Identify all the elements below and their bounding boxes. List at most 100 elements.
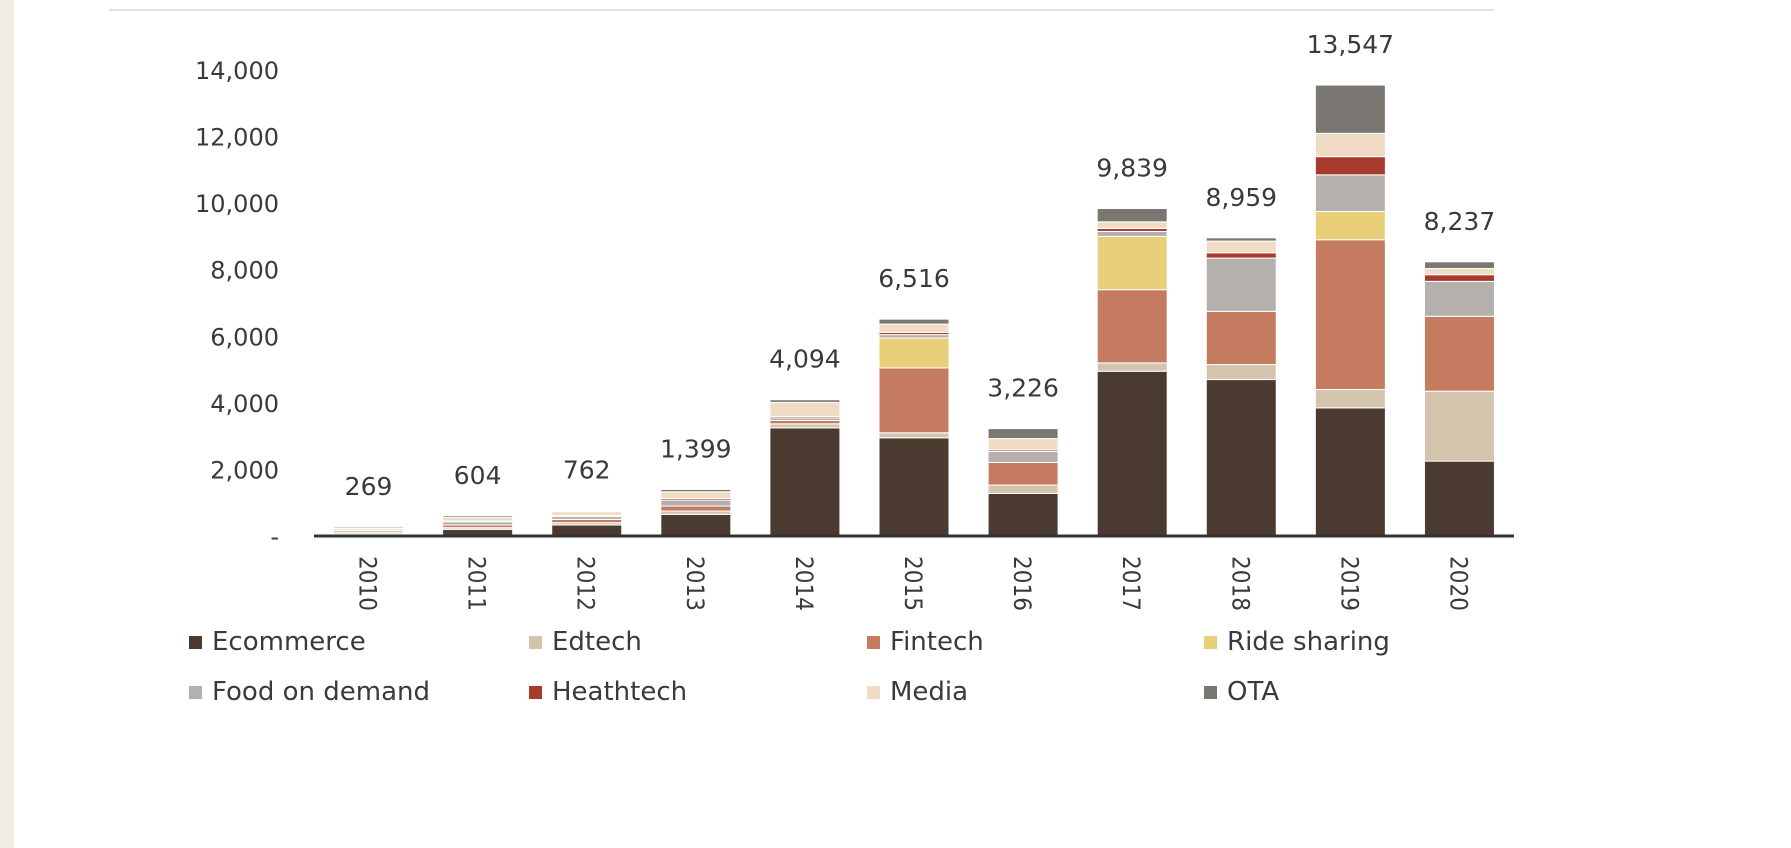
- bar-segment: [1423, 280, 1495, 317]
- bar-segment: [1314, 174, 1386, 212]
- legend-label: Ride sharing: [1227, 627, 1390, 657]
- bar-segment: [1096, 289, 1168, 364]
- legend-label: Ecommerce: [212, 627, 366, 657]
- bar-segment: [1096, 235, 1168, 291]
- bar-segment: [878, 367, 950, 434]
- y-tick-label: 4,000: [210, 390, 279, 418]
- legend-swatch: [529, 686, 542, 699]
- bar-segment: [1314, 389, 1386, 409]
- legend-swatch: [1204, 636, 1217, 649]
- bar-segment: [660, 488, 732, 493]
- x-tick-label: 2018: [1226, 556, 1254, 611]
- x-tick-label: 2012: [572, 556, 600, 611]
- legend-label: Food on demand: [212, 677, 430, 707]
- legend-label: Edtech: [552, 627, 642, 657]
- bar-segment: [769, 423, 841, 429]
- bar-segment: [333, 526, 405, 529]
- bar-total-label: 13,547: [1307, 30, 1394, 59]
- bar-segment: [769, 399, 841, 403]
- legend-label: Fintech: [890, 627, 984, 657]
- bar-segment: [1423, 315, 1495, 392]
- bar-segment: [1314, 132, 1386, 158]
- bar-segment: [1205, 364, 1277, 381]
- bar-segment: [987, 450, 1059, 463]
- bar-total-label: 3,226: [987, 374, 1059, 403]
- bar-segment: [1423, 261, 1495, 269]
- y-tick-label: 8,000: [210, 257, 279, 285]
- y-tick-label: 14,000: [195, 57, 279, 85]
- bar-segment: [551, 511, 623, 517]
- bars: [333, 84, 1495, 537]
- bar-segment: [1423, 390, 1495, 462]
- y-tick-label: 6,000: [210, 323, 279, 351]
- bar-segment: [878, 337, 950, 369]
- bar-segment: [1205, 252, 1277, 259]
- legend-swatch: [1204, 686, 1217, 699]
- bar-total-label: 762: [563, 456, 611, 485]
- bar-segment: [1423, 460, 1495, 537]
- legend-swatch: [867, 636, 880, 649]
- x-tick-label: 2019: [1335, 556, 1363, 611]
- y-tick-label: -: [270, 523, 279, 551]
- bar-segment: [987, 438, 1059, 451]
- bar-segment: [1096, 221, 1168, 229]
- bar-segment: [1205, 240, 1277, 254]
- bar-segment: [660, 505, 732, 512]
- y-tick-label: 10,000: [195, 190, 279, 218]
- bar-segment: [1423, 267, 1495, 276]
- legend-swatch: [189, 686, 202, 699]
- legend-item: Heathtech: [529, 677, 687, 707]
- y-axis-ticks: - 2,000 4,000 6,000 8,000 10,000 12,000 14,000: [195, 57, 279, 551]
- x-tick-label: 2013: [681, 556, 709, 611]
- bar-total-label: 6,516: [878, 264, 950, 293]
- x-tick-label: 2015: [899, 556, 927, 611]
- x-tick-label: 2017: [1117, 556, 1145, 611]
- legend-item: Food on demand: [189, 677, 430, 707]
- bar-segment: [878, 432, 950, 439]
- stacked-bar-chart: -2,0004,0006,0008,00010,00012,00014,000 …: [109, 9, 1514, 707]
- bar-segment: [442, 517, 514, 522]
- bar-segment: [1314, 156, 1386, 176]
- x-tick-label: 2020: [1444, 556, 1472, 611]
- bar-segment: [769, 401, 841, 417]
- legend-item: Ride sharing: [1204, 627, 1390, 657]
- bar-segment: [987, 484, 1059, 494]
- bar-segment: [987, 492, 1059, 537]
- legend-swatch: [189, 636, 202, 649]
- bar-total-label: 8,237: [1424, 207, 1496, 236]
- bar-segment: [660, 513, 732, 537]
- bar-segment: [442, 515, 514, 519]
- bar-segment: [660, 499, 732, 507]
- legend-label: Heathtech: [552, 677, 687, 707]
- legend: Ecommerce Edtech Fintech Ride sharing Food o…: [189, 627, 1390, 707]
- bar-segment: [551, 510, 623, 513]
- legend-item: Media: [867, 677, 968, 707]
- bar-total-label: 8,959: [1205, 183, 1277, 212]
- bar-segment: [660, 491, 732, 499]
- bar-segment: [1314, 239, 1386, 391]
- legend-item: Fintech: [867, 627, 984, 657]
- bar-total-label: 4,094: [769, 345, 841, 374]
- chart-panel: -2,000 4,000 6,000 8,000 10,000 12,000 14,000 …: [14, 0, 1791, 848]
- bar-segment: [1423, 274, 1495, 282]
- bar-segment: [878, 318, 950, 325]
- bar-total-label: 9,839: [1096, 154, 1168, 183]
- bar-total-label: 1,399: [660, 434, 732, 463]
- legend-item: Ecommerce: [189, 627, 366, 657]
- bar-segment: [769, 427, 841, 537]
- bar-total-label: 269: [345, 472, 393, 501]
- legend-swatch: [529, 636, 542, 649]
- x-tick-label: 2014: [790, 556, 818, 611]
- bar-segment: [1314, 407, 1386, 537]
- bar-segment: [1314, 84, 1386, 134]
- bar-segment: [1096, 230, 1168, 237]
- bar-total-label: 604: [454, 461, 502, 490]
- bar-total-labels: 269 604 762 1,399 4,094 6,516 3,226 9,839 8,959 1…: [345, 30, 1496, 501]
- bar-segment: [1096, 362, 1168, 372]
- legend-label: Media: [890, 677, 968, 707]
- bar-segment: [1205, 237, 1277, 242]
- legend-label: OTA: [1227, 677, 1279, 707]
- legend-item: OTA: [1204, 677, 1279, 707]
- bar-segment: [1096, 370, 1168, 537]
- bar-segment: [1205, 257, 1277, 312]
